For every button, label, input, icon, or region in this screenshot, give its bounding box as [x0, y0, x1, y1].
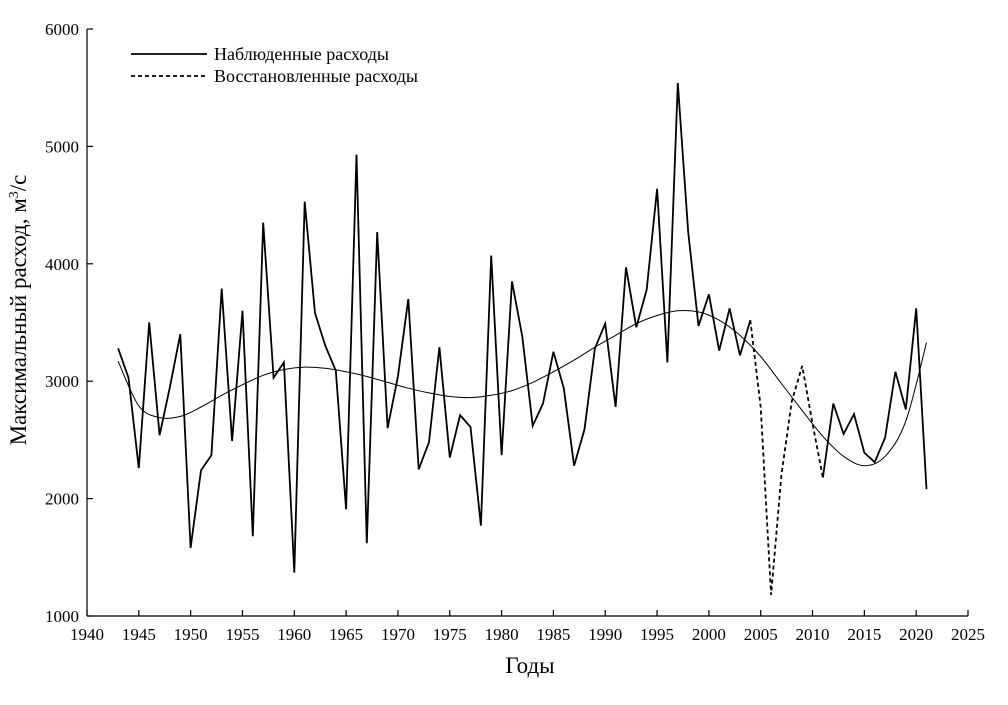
y-tick-label: 2000: [45, 490, 79, 509]
x-tick-label: 2025: [951, 625, 985, 644]
x-tick-label: 2010: [796, 625, 830, 644]
observed-series-line-0: [117, 82, 752, 573]
y-axis-title: Максимальный расход, м3/с: [6, 175, 31, 446]
legend-label-observed: Наблюденные расходы: [214, 44, 389, 64]
x-axis-title: Годы: [505, 653, 554, 678]
y-tick-label: 1000: [45, 607, 79, 626]
x-tick-label: 1965: [329, 625, 363, 644]
y-ticks: 1000 2000 3000 4000 5000 6000: [45, 20, 93, 626]
y-tick-label: 4000: [45, 255, 79, 274]
restored-series-line-1: [749, 320, 824, 595]
x-tick-label: 1950: [174, 625, 208, 644]
y-axis-title-main: Максимальный расход, м: [6, 198, 31, 446]
x-tick-label: 1980: [485, 625, 519, 644]
y-tick-label: 6000: [45, 20, 79, 39]
x-tick-label: 1990: [588, 625, 622, 644]
legend-label-restored: Восстановленные расходы: [214, 66, 418, 86]
x-tick-label: 1940: [70, 625, 104, 644]
x-tick-label: 1985: [536, 625, 570, 644]
x-tick-label: 2005: [744, 625, 778, 644]
x-tick-label: 2020: [899, 625, 933, 644]
x-tick-label: 1975: [433, 625, 467, 644]
legend: Наблюденные расходы Восстановленные расх…: [131, 44, 418, 86]
y-axis-title-tail: /с: [6, 175, 31, 192]
axes: [86, 29, 968, 617]
x-ticks: 1940 1945 1950 1955 1960 1965 1970 1975 1980 1985…: [70, 610, 985, 644]
x-tick-label: 1995: [640, 625, 674, 644]
observed-series-line-2: [822, 308, 928, 490]
trend-line: [117, 309, 927, 467]
y-axis-title-sup: 3: [7, 191, 22, 198]
series-layer: [117, 82, 928, 595]
x-tick-label: 2015: [847, 625, 881, 644]
x-tick-label: 1955: [225, 625, 259, 644]
y-tick-label: 5000: [45, 137, 79, 156]
x-tick-label: 1970: [381, 625, 415, 644]
x-tick-label: 2000: [692, 625, 726, 644]
x-tick-label: 1945: [122, 625, 156, 644]
y-tick-label: 3000: [45, 372, 79, 391]
x-tick-label: 1960: [277, 625, 311, 644]
